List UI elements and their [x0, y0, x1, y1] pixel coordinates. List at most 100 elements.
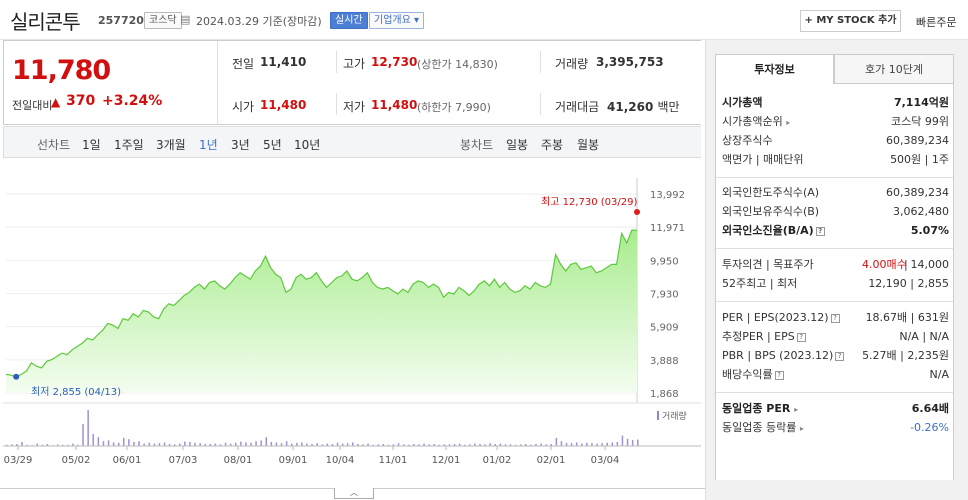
caret-right-icon: ▸: [794, 405, 799, 414]
period-selector: 선차트 1일 1주일 3개월 1년 3년 5년 10년 봉차트 일봉 주봉 월봉: [3, 126, 701, 158]
candle-monthly[interactable]: 월봉: [577, 138, 600, 152]
help-icon[interactable]: ?: [830, 313, 840, 323]
volume-bar: [6, 444, 8, 446]
est-per-value: N/A | N/A: [899, 330, 949, 343]
chevron-up-icon: ︿: [350, 488, 358, 497]
opinion-value: 4.00매수: [862, 258, 907, 271]
volume-bar: [123, 438, 125, 446]
volume-bar: [520, 444, 522, 446]
quick-order-link[interactable]: 빠른주문: [916, 16, 957, 29]
company-info-dropdown[interactable]: 기업개요 ▾: [369, 12, 425, 29]
pbr-value: 5.27배 | 2,235원: [862, 349, 949, 362]
period-5y[interactable]: 5년: [263, 138, 282, 152]
foreign-hold-label: 외국인보유주식수(B): [722, 205, 820, 218]
volume-bar: [448, 444, 451, 446]
low-label: 최저 2,855 (04/13): [31, 386, 121, 398]
collapse-button[interactable]: ︿: [334, 488, 374, 499]
volume-bar: [102, 441, 105, 446]
calendar-icon: ▤: [180, 13, 191, 26]
amount-value: 41,260 백만: [607, 100, 680, 114]
y-tick-label: 1,868: [650, 389, 679, 400]
sector-rate-label[interactable]: 동일업종 등락률 ▸: [722, 421, 804, 434]
x-tick-label: 07/03: [169, 455, 198, 466]
change-label: 전일대비: [12, 99, 53, 112]
volume-bar: [626, 438, 629, 446]
market-cap-value: 7,114억원: [893, 96, 949, 109]
per-value: 18.67배 | 631원: [865, 311, 949, 324]
opinion-label: 투자의견 | 목표주가: [722, 258, 814, 271]
volume-bar: [194, 442, 196, 446]
volume-bar: [509, 444, 512, 446]
volume-bar: [606, 442, 608, 446]
volume-bar: [219, 444, 222, 446]
volume-bar: [296, 442, 298, 446]
volume-bar: [118, 442, 120, 446]
x-tick-label: 11/01: [379, 455, 408, 466]
period-10y[interactable]: 10년: [294, 138, 321, 152]
volume-bar: [235, 442, 237, 446]
volume-bar: [107, 440, 110, 446]
x-tick-label: 06/01: [113, 455, 142, 466]
period-1d[interactable]: 1일: [82, 138, 101, 152]
help-icon[interactable]: ?: [835, 351, 845, 361]
volume-bar: [82, 424, 84, 446]
foreign-limit-value: 60,389,234: [886, 186, 949, 199]
volume-bar: [245, 442, 247, 446]
volume-bar: [504, 444, 507, 446]
tab-invest-info[interactable]: 투자정보: [715, 54, 834, 84]
volume-bar: [163, 442, 166, 446]
high-label: 최고 12,730 (03/29): [541, 196, 637, 208]
amount-label: 거래대금: [555, 100, 600, 114]
volume-bar: [474, 443, 476, 446]
y-tick-label: 3,888: [650, 356, 679, 367]
period-3y[interactable]: 3년: [231, 138, 250, 152]
period-1w[interactable]: 1주일: [114, 138, 144, 152]
volume-bar: [87, 410, 89, 446]
candle-daily[interactable]: 일봉: [506, 138, 529, 152]
volume-bar: [72, 443, 74, 446]
period-1y[interactable]: 1년: [199, 138, 218, 152]
x-tick-label: 09/01: [279, 455, 308, 466]
volume-bar: [326, 443, 329, 446]
add-my-stock-button[interactable]: + MY STOCK 추가: [800, 10, 901, 32]
volume-bar: [469, 444, 471, 446]
help-icon[interactable]: ?: [796, 332, 806, 342]
volume-legend: 거래량: [662, 410, 687, 422]
dividend-value: N/A: [929, 368, 949, 381]
pbr-label: PBR | BPS (2023.12)?: [722, 347, 845, 365]
open-label: 시가: [232, 100, 255, 114]
volume-bar: [316, 443, 318, 446]
help-icon[interactable]: ?: [774, 370, 784, 380]
price-chart[interactable]: 13,992 11,971 9,950 7,930 5,909 3,888 1,868 최고 …: [3, 158, 701, 488]
help-icon[interactable]: ?: [815, 226, 825, 236]
volume-label: 거래량: [555, 57, 589, 71]
volume-bar: [514, 444, 517, 446]
market-badge: 코스닥: [144, 12, 182, 29]
top-bar: 실리콘투 257720 코스닥 ▤ 2024.03.29 기준(장마감) 실시간…: [0, 0, 968, 40]
volume-bar: [46, 444, 49, 446]
tab-orderbook[interactable]: 호가 10단계: [834, 54, 954, 84]
volume-bar: [352, 442, 354, 446]
x-tick-label: 01/02: [483, 455, 512, 466]
invest-info-panel: 투자정보 호가 10단계 시가총액 7,114억원 시가총액순위 ▸ 코스닥 99위…: [705, 40, 968, 500]
prev-value: 11,410: [260, 55, 307, 69]
target-price-value: 14,000: [910, 258, 950, 271]
current-price: 11,780: [12, 55, 111, 86]
volume-bar: [112, 442, 115, 446]
caret-right-icon: ▸: [786, 118, 791, 127]
volume-bar: [240, 441, 242, 446]
volume-bar: [560, 441, 563, 446]
volume-bar: [321, 444, 323, 446]
cap-rank-label[interactable]: 시가총액순위 ▸: [722, 115, 791, 128]
volume-bar: [565, 442, 568, 446]
volume-bar: [21, 442, 23, 446]
volume-bar: [402, 444, 405, 446]
volume-bar: [336, 442, 339, 446]
sector-per-label[interactable]: 동일업종 PER ▸: [722, 402, 799, 415]
candle-weekly[interactable]: 주봉: [541, 138, 564, 152]
period-3m[interactable]: 3개월: [156, 138, 186, 152]
sector-per-value: 6.64배: [911, 402, 949, 415]
volume-bar: [372, 444, 374, 446]
volume-bar: [382, 444, 385, 446]
live-button[interactable]: 실시간: [330, 12, 368, 29]
